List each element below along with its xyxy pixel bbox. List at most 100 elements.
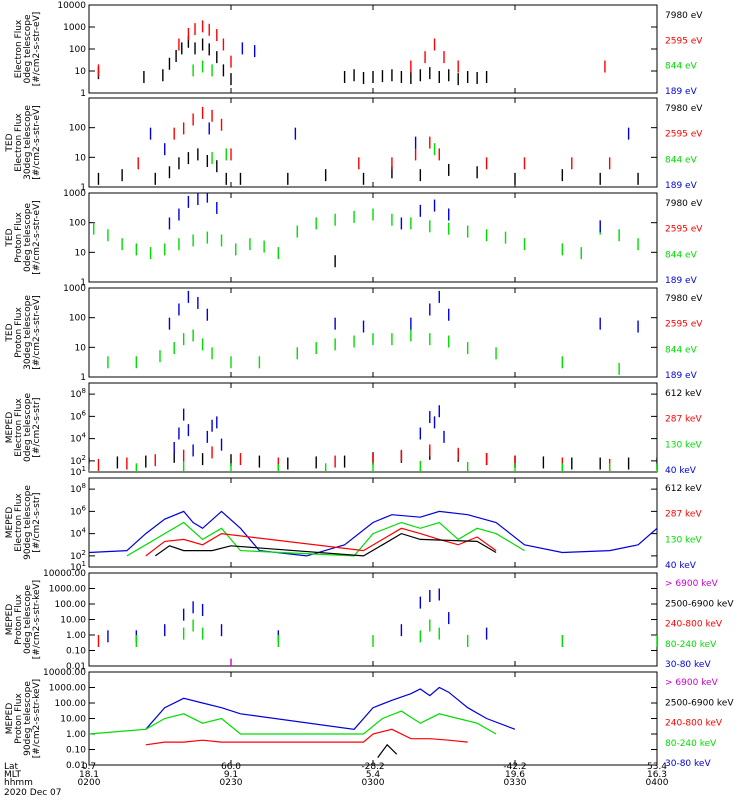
y-tick-label: 100.00 bbox=[55, 699, 87, 709]
legend-entry: 287 keV bbox=[665, 415, 702, 425]
y-tick-label: 100 bbox=[69, 124, 86, 134]
legend-entry: > 6900 keV bbox=[665, 678, 719, 688]
panel-frame bbox=[88, 287, 658, 378]
x-tick-hhmm: 0300 bbox=[362, 778, 385, 788]
panel-frame bbox=[88, 572, 658, 667]
series-line-red bbox=[145, 527, 497, 557]
y-tick-label: 1000.00 bbox=[49, 684, 86, 694]
y-axis-label: Electron Flux bbox=[14, 398, 24, 457]
x-tick-lat: 53.4 bbox=[647, 762, 667, 772]
legend-entry: 7980 eV bbox=[665, 104, 703, 114]
y-tick-label: 1 bbox=[80, 183, 86, 193]
row-label-mlt: MLT bbox=[4, 770, 22, 780]
series-line-black bbox=[154, 532, 497, 557]
panel-8: 0.01 0.10 1.00 10.00 100.00 1000.00 10000.00 ME… bbox=[5, 668, 734, 771]
x-tick-lat: 66.0 bbox=[221, 762, 241, 772]
y-tick-label: 101 bbox=[70, 465, 86, 478]
data-layer bbox=[97, 106, 639, 185]
y-tick-label: 1 bbox=[80, 89, 86, 99]
legend-entry: 844 eV bbox=[665, 62, 698, 72]
y-tick-label: 1000 bbox=[63, 284, 86, 294]
x-tick-mlt: 5.4 bbox=[366, 770, 381, 780]
legend-entry: 189 eV bbox=[665, 181, 698, 191]
legend-entry: 189 eV bbox=[665, 371, 698, 381]
legend-entry: 844 eV bbox=[665, 155, 698, 165]
y-tick-label: 10000 bbox=[57, 1, 86, 11]
legend-entry: > 6900 keV bbox=[665, 579, 719, 589]
y-axis-label: 30deg telescope bbox=[23, 295, 33, 370]
y-axis-label: TED bbox=[5, 133, 15, 152]
y-axis-label: MEPED bbox=[5, 703, 15, 735]
x-tick-hhmm: 0200 bbox=[78, 778, 101, 788]
y-axis-label: 0deg telescope bbox=[23, 14, 33, 84]
data-layer bbox=[89, 686, 516, 758]
data-layer bbox=[97, 20, 606, 86]
data-layer bbox=[89, 588, 657, 666]
legend-entry: 612 keV bbox=[665, 389, 702, 399]
legend-entry: 2595 eV bbox=[665, 225, 703, 235]
y-tick-label: 108 bbox=[70, 387, 86, 400]
y-tick-label: 100 bbox=[69, 45, 86, 55]
legend-entry: 30-80 keV bbox=[665, 660, 711, 670]
y-axis-label: Proton Flux bbox=[14, 307, 24, 358]
y-tick-label: 10.00 bbox=[60, 715, 86, 725]
y-axis-label: 0deg telescope bbox=[23, 203, 33, 273]
y-tick-label: 10 bbox=[75, 153, 87, 163]
y-tick-label: 100.00 bbox=[55, 600, 87, 610]
y-tick-label: 0.10 bbox=[66, 746, 86, 756]
x-tick-hhmm: 0230 bbox=[220, 778, 243, 788]
x-tick-lat: 0.7 bbox=[82, 762, 96, 772]
x-tick-hhmm: 0330 bbox=[504, 778, 527, 788]
y-tick-label: 1000.00 bbox=[49, 585, 86, 595]
panel-7: 0.01 0.10 1.00 10.00 100.00 1000.00 10000.00 ME… bbox=[5, 569, 734, 672]
y-tick-label: 10.00 bbox=[60, 616, 86, 626]
data-layer bbox=[89, 510, 657, 557]
legend-entry: 189 eV bbox=[665, 276, 698, 286]
legend-entry: 7980 eV bbox=[665, 294, 703, 304]
legend-entry: 2595 eV bbox=[665, 320, 703, 330]
y-axis-label: [#/cm2-s-str] bbox=[32, 492, 42, 552]
legend-entry: 189 eV bbox=[665, 87, 698, 97]
panel-frame bbox=[88, 97, 658, 188]
y-axis-label: [#/cm2-s-str-eV] bbox=[32, 105, 42, 180]
y-tick-label: 10 bbox=[75, 67, 87, 77]
y-axis-label: MEPED bbox=[5, 604, 15, 636]
y-axis-label: 30deg telescope bbox=[23, 105, 33, 180]
y-tick-label: 10000.00 bbox=[43, 668, 86, 678]
y-axis-label: MEPED bbox=[5, 507, 15, 539]
legend-entry: 130 keV bbox=[665, 440, 702, 450]
y-axis-label: [#/cm2-s-str-keV] bbox=[32, 580, 42, 659]
date-label: 2020 Dec 07 bbox=[4, 788, 62, 798]
series-line-blue bbox=[89, 510, 657, 557]
legend-entry: 130 keV bbox=[665, 535, 702, 545]
x-tick-mlt: 16.3 bbox=[647, 770, 667, 780]
y-axis-label: Electron Flux bbox=[14, 493, 24, 552]
legend-entry: 2595 eV bbox=[665, 130, 703, 140]
legend-entry: 2500-6900 keV bbox=[665, 698, 734, 708]
legend-entry: 240-800 keV bbox=[665, 719, 723, 729]
series-line-green bbox=[126, 521, 525, 557]
x-tick-mlt: 18.1 bbox=[79, 770, 99, 780]
x-tick-mlt: 19.6 bbox=[505, 770, 525, 780]
y-axis-label: Proton Flux bbox=[14, 594, 24, 645]
series-line-green bbox=[89, 710, 497, 735]
x-tick-lat: -42.2 bbox=[503, 762, 526, 772]
legend-entry: 287 keV bbox=[665, 510, 702, 520]
y-tick-label: 100 bbox=[69, 314, 86, 324]
y-axis-label: [#/cm2-s-str-keV] bbox=[32, 679, 42, 758]
x-tick-hhmm: 0400 bbox=[646, 778, 669, 788]
y-axis-label: TED bbox=[5, 323, 15, 342]
y-axis-label: MEPED bbox=[5, 412, 15, 444]
y-axis-label: [#/cm2-s-str-eV] bbox=[32, 295, 42, 370]
y-tick-label: 1 bbox=[80, 278, 86, 288]
panel-3: 1 10 100 1000 TED Proton Flux 0deg telescope [#… bbox=[5, 189, 703, 288]
legend-entry: 844 eV bbox=[665, 250, 698, 260]
y-tick-label: 100 bbox=[69, 219, 86, 229]
legend-entry: 30-80 keV bbox=[665, 759, 711, 769]
y-tick-label: 10000.00 bbox=[43, 569, 86, 579]
legend-entry: 40 keV bbox=[665, 561, 697, 571]
panel-frame bbox=[88, 192, 658, 283]
y-tick-label: 106 bbox=[70, 504, 86, 517]
